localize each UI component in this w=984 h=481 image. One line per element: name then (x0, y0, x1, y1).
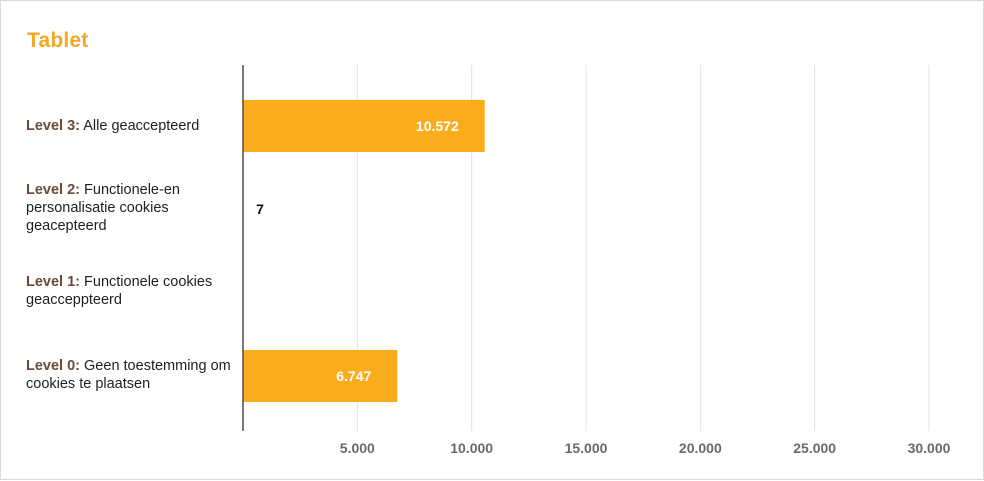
bar (243, 100, 485, 152)
category-level-label: Level 0: (26, 358, 80, 374)
x-tick-label: 25.000 (793, 440, 836, 456)
bar (243, 350, 398, 402)
category-label-level-3: Level 3: Alle geaccepteerd (26, 117, 236, 135)
bar-value-label: 10.572 (416, 118, 459, 134)
category-level-label: Level 2: (26, 182, 80, 198)
bar-value-label: 7 (256, 201, 264, 217)
category-label-level-0: Level 0: Geen toestemming om cookies te … (26, 357, 236, 393)
x-tick-label: 20.000 (679, 440, 722, 456)
category-text: Geen toestemming om cookies te plaatsen (26, 358, 231, 392)
category-text: Functionele cookies geacceppteerd (26, 274, 213, 308)
bar-value-label: 6.747 (336, 368, 371, 384)
x-tick-label: 5.000 (340, 440, 375, 456)
category-level-label: Level 3: (26, 118, 80, 134)
category-level-label: Level 1: (26, 274, 80, 290)
x-tick-label: 30.000 (908, 440, 951, 456)
category-text: Alle geaccepteerd (83, 118, 200, 134)
category-label-level-1: Level 1: Functionele cookies geaccepptee… (26, 273, 236, 309)
category-text: Functionele-en personalisatie cookies ge… (26, 182, 180, 234)
category-label-level-2: Level 2: Functionele-en personalisatie c… (26, 181, 236, 235)
chart-title: Tablet (27, 29, 89, 52)
x-tick-label: 15.000 (565, 440, 608, 456)
x-tick-label: 10.000 (450, 440, 493, 456)
